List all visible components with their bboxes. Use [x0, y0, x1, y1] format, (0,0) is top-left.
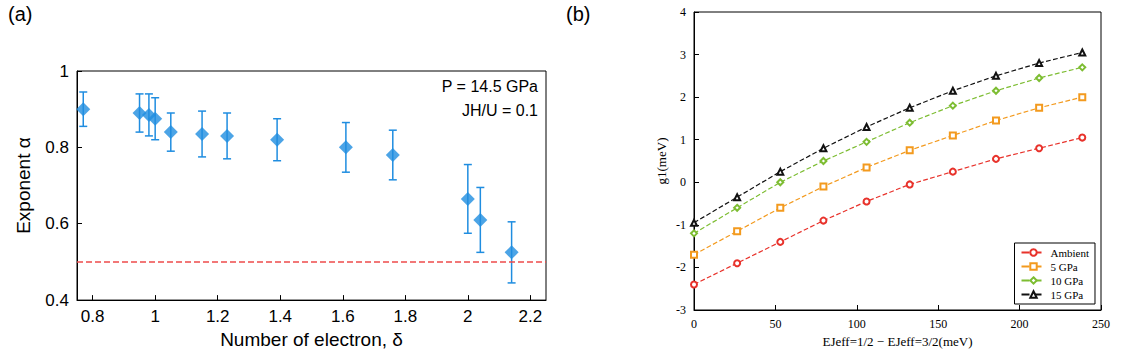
svg-text:g1(meV): g1(meV)	[654, 138, 669, 185]
svg-text:0: 0	[691, 317, 697, 331]
svg-text:(a): (a)	[8, 3, 32, 25]
svg-text:EJeff=1/2 − EJeff=3/2(meV): EJeff=1/2 − EJeff=3/2(meV)	[822, 334, 972, 349]
svg-text:10 GPa: 10 GPa	[1051, 275, 1084, 287]
svg-text:1: 1	[60, 62, 69, 81]
svg-text:100: 100	[848, 317, 866, 331]
svg-text:Ambient: Ambient	[1051, 247, 1090, 259]
svg-text:-2: -2	[676, 260, 686, 274]
svg-text:2: 2	[680, 90, 686, 104]
svg-text:150: 150	[929, 317, 947, 331]
svg-text:Exponent α: Exponent α	[13, 137, 34, 234]
svg-text:50: 50	[769, 317, 781, 331]
svg-text:4: 4	[680, 5, 686, 19]
svg-text:1.2: 1.2	[206, 307, 230, 326]
svg-text:200: 200	[1011, 317, 1029, 331]
svg-text:1.8: 1.8	[393, 307, 417, 326]
svg-text:0.4: 0.4	[45, 291, 69, 310]
svg-text:250: 250	[1092, 317, 1110, 331]
svg-text:0.6: 0.6	[45, 214, 69, 233]
svg-text:2.2: 2.2	[519, 307, 543, 326]
svg-text:3: 3	[680, 48, 686, 62]
svg-text:0.8: 0.8	[81, 307, 105, 326]
svg-text:(b): (b)	[566, 3, 590, 25]
svg-text:1: 1	[150, 307, 159, 326]
svg-text:0.8: 0.8	[45, 138, 69, 157]
svg-text:15 GPa: 15 GPa	[1051, 289, 1084, 301]
svg-text:5 GPa: 5 GPa	[1051, 261, 1078, 273]
svg-text:P = 14.5 GPa: P = 14.5 GPa	[442, 78, 538, 95]
svg-text:Number of electron, δ: Number of electron, δ	[220, 329, 403, 350]
svg-text:2: 2	[463, 307, 472, 326]
svg-text:1: 1	[680, 133, 686, 147]
svg-text:-1: -1	[676, 218, 686, 232]
svg-text:1.6: 1.6	[331, 307, 355, 326]
svg-text:JH/U = 0.1: JH/U = 0.1	[462, 102, 538, 119]
svg-text:-3: -3	[676, 303, 686, 317]
svg-text:1.4: 1.4	[268, 307, 292, 326]
svg-text:0: 0	[680, 175, 686, 189]
